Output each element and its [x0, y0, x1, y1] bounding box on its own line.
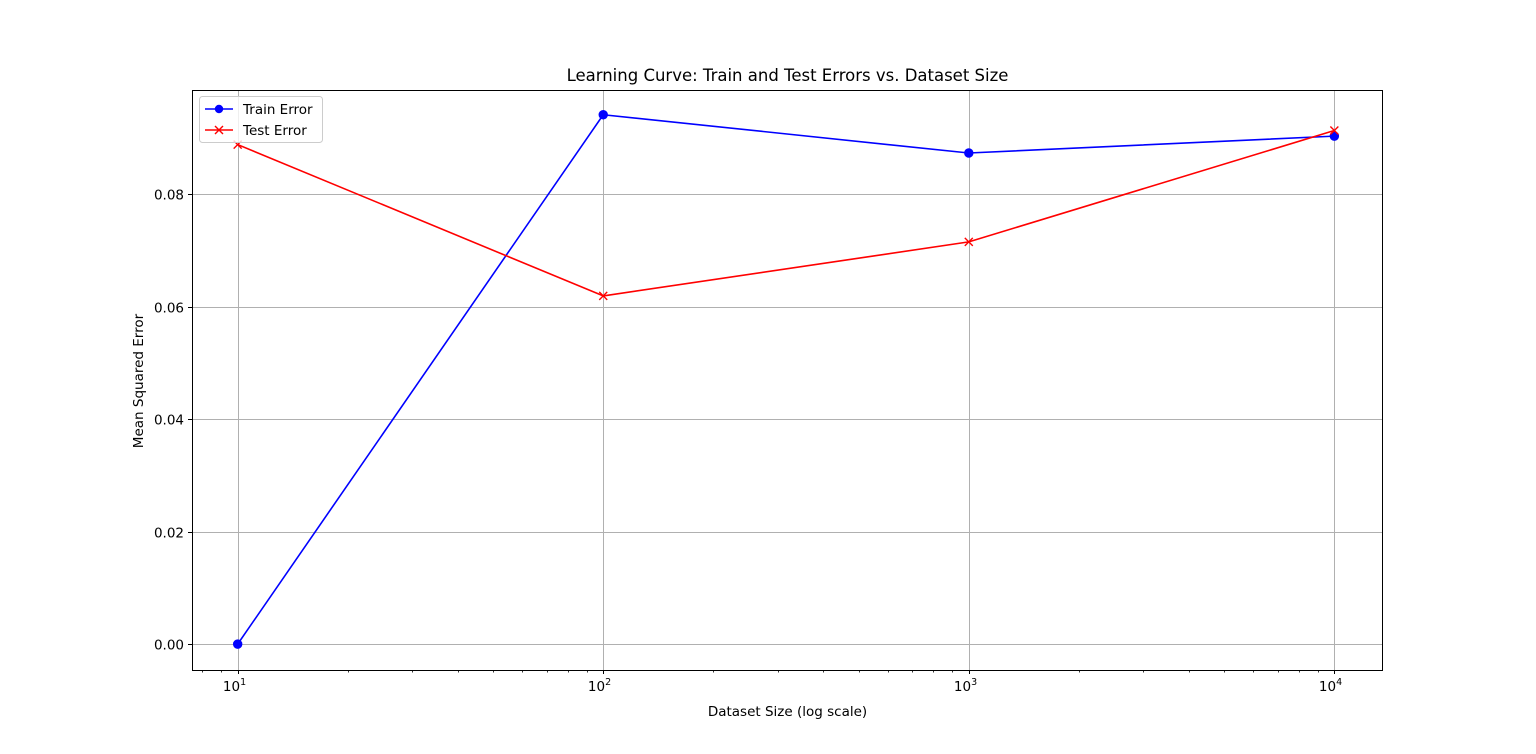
data-point: [964, 148, 974, 158]
x-marker-stroke: [598, 291, 608, 301]
legend-item: Train Error: [205, 102, 313, 118]
legend-item: Test Error: [205, 123, 307, 139]
data-point: [598, 110, 608, 120]
series-line-train-error: [237, 113, 1335, 645]
x-marker-stroke: [1329, 126, 1339, 135]
y-axis-label: Mean Squared Error: [131, 313, 147, 448]
axis-ticks: 0.00 0.02 0.04 0.06 0.08 101 102 103 104: [154, 188, 1342, 696]
x-tick-label: 104: [1319, 677, 1342, 695]
data-point: [232, 639, 243, 649]
x-axis-label: Dataset Size (log scale): [708, 704, 867, 720]
x-tick-label: 102: [588, 677, 611, 695]
y-tick-label: 0.04: [154, 413, 184, 429]
data-point: [1329, 126, 1339, 135]
x-tick-label: 103: [954, 677, 977, 695]
x-marker-stroke: [964, 237, 974, 247]
data-series: [232, 110, 1340, 649]
legend-swatch-marker: [214, 104, 224, 114]
legend-label: Train Error: [242, 102, 313, 118]
legend-box: [199, 96, 323, 143]
legend-label: Test Error: [242, 123, 307, 139]
chart-title: Learning Curve: Train and Test Errors vs…: [567, 66, 1009, 85]
y-tick-label: 0.00: [154, 638, 184, 654]
data-point: [964, 237, 974, 247]
data-point: [598, 291, 608, 301]
legend: Train Error Test Error: [199, 96, 323, 143]
y-tick-label: 0.08: [154, 188, 184, 204]
legend-swatch-marker: [214, 125, 224, 135]
series-line-test-error: [237, 129, 1335, 297]
y-tick-label: 0.02: [154, 526, 184, 542]
plot-frame: [192, 90, 1383, 671]
grid: [192, 90, 1382, 670]
data-point: [1329, 131, 1340, 141]
y-tick-label: 0.06: [154, 301, 184, 317]
x-tick-label: 101: [223, 677, 246, 695]
